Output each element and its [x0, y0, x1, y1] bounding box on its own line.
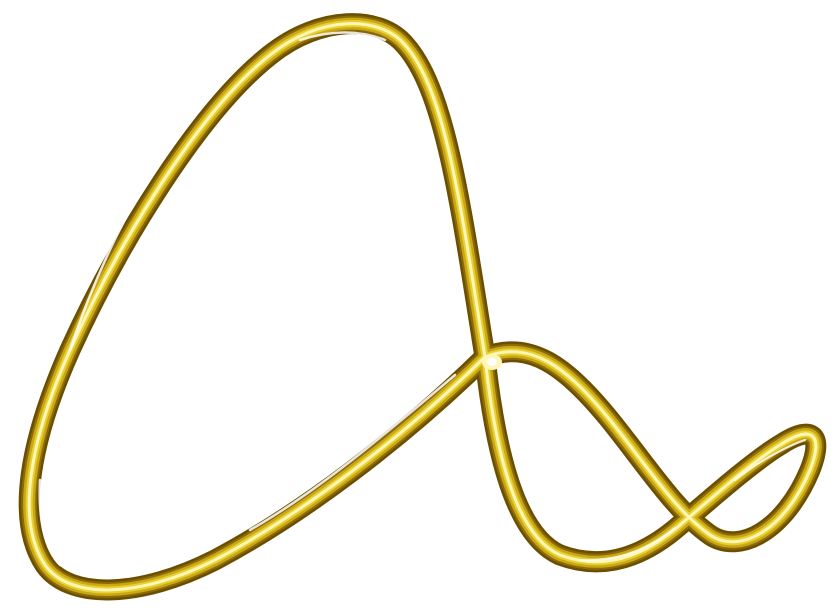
- shine-diagonal: [248, 373, 457, 532]
- shine-lower-right: [579, 527, 676, 562]
- crossing-shine: [487, 358, 497, 366]
- shine-right-loop: [734, 439, 806, 481]
- shine-top: [298, 31, 387, 42]
- shine-bottom-left: [38, 478, 62, 567]
- shine-left: [68, 158, 162, 352]
- ribbon-highlight: [27, 22, 818, 592]
- ribbon-group: [18, 13, 827, 601]
